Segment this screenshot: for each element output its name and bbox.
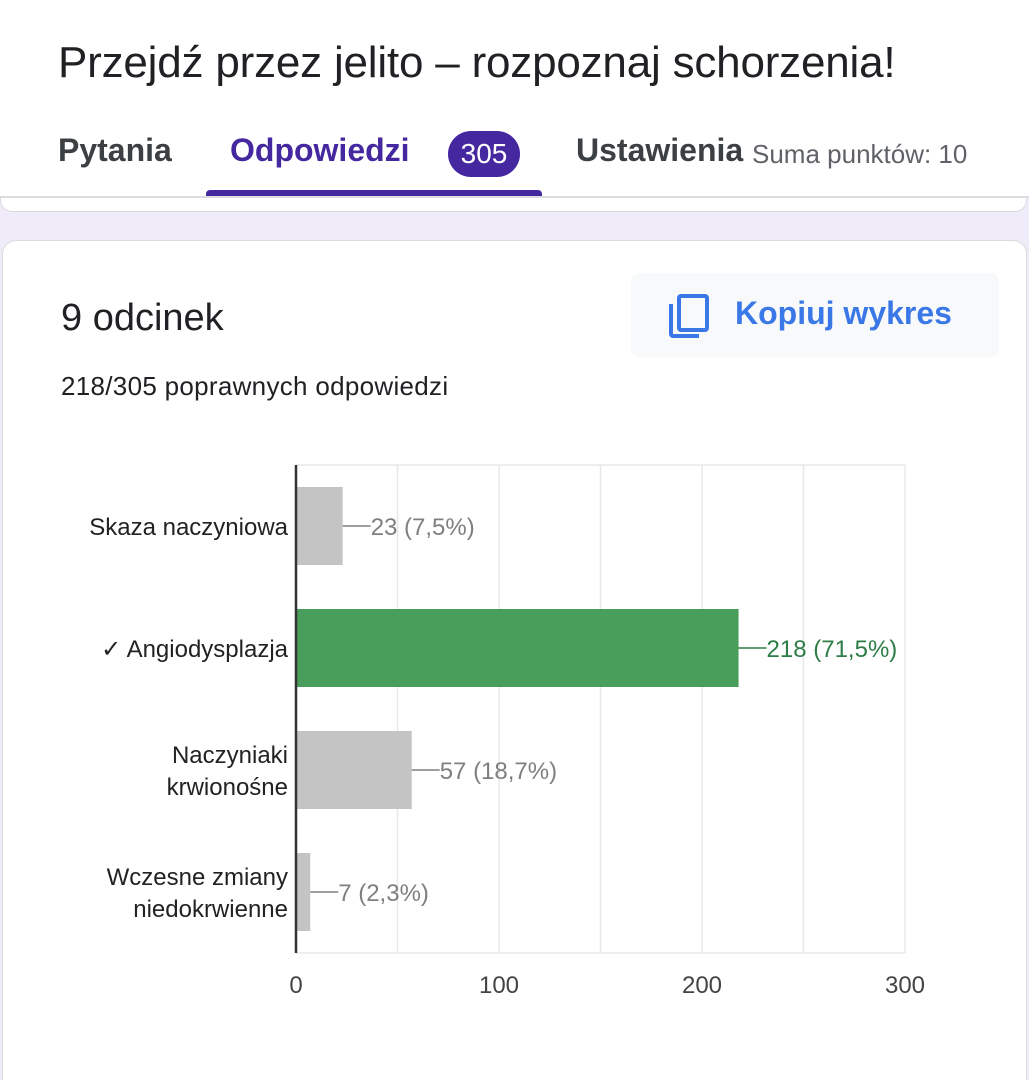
responses-bar-chart: 23 (7,5%) Skaza naczyniowa 218 (71,5%) ✓ An… (89, 464, 925, 999)
x-tick-label: 0 (289, 972, 302, 999)
x-tick-label: 100 (479, 972, 519, 999)
category-label: krwionośne (167, 774, 288, 801)
form-title: Przejdź przez jelito – rozpoznaj schorze… (58, 38, 896, 87)
value-label: 57 (18,7%) (440, 758, 557, 785)
tab-responses[interactable]: Odpowiedzi (230, 132, 410, 168)
category-label: Wczesne zmiany (107, 864, 288, 891)
tab-bar: Pytania Odpowiedzi Ustawienia (0, 120, 1029, 197)
total-points: Suma punktów: 10 (752, 139, 968, 169)
tab-settings[interactable]: Ustawienia (576, 132, 744, 168)
value-label: 218 (71,5%) (767, 636, 898, 663)
header-divider (0, 196, 1029, 198)
previous-card-edge (0, 198, 1027, 212)
value-label: 7 (2,3%) (338, 880, 429, 907)
value-label: 23 (7,5%) (371, 514, 475, 541)
category-label: Skaza naczyniowa (89, 514, 288, 541)
tab-questions[interactable]: Pytania (58, 132, 172, 168)
copy-chart-label: Kopiuj wykres (735, 295, 952, 331)
bar (296, 487, 343, 565)
x-tick-label: 200 (682, 972, 722, 999)
bar (296, 731, 412, 809)
form-header: Przejdź przez jelito – rozpoznaj schorze… (0, 0, 1029, 197)
x-tick-label: 300 (885, 972, 925, 999)
copy-chart-button[interactable]: Kopiuj wykres (631, 273, 999, 357)
bar (296, 853, 311, 931)
question-summary-card: 9 odcinek Kopiuj wykres 218/305 poprawny… (2, 240, 1027, 1080)
responses-count-badge: 305 (448, 131, 520, 177)
category-label: niedokrwienne (133, 896, 288, 923)
correct-responses-summary: 218/305 poprawnych odpowiedzi (61, 371, 449, 401)
category-label: ✓ Angiodysplazja (101, 636, 289, 663)
active-tab-indicator (206, 190, 542, 197)
question-title: 9 odcinek (61, 297, 224, 339)
bar (296, 609, 739, 687)
category-label: Naczyniaki (172, 742, 288, 769)
copy-icon (669, 294, 709, 338)
